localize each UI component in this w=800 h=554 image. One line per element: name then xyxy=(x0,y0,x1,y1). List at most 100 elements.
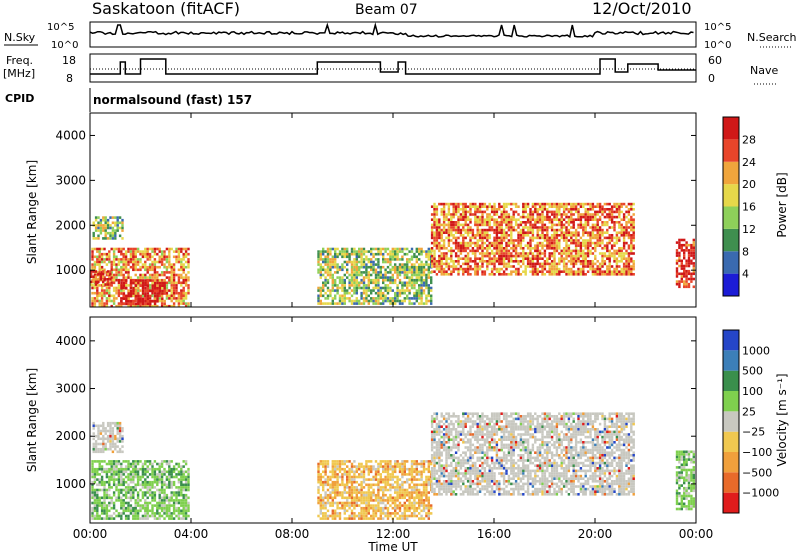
data-cell xyxy=(543,228,547,232)
data-cell xyxy=(534,273,537,276)
data-cell xyxy=(615,215,619,219)
data-cell xyxy=(502,236,506,240)
data-cell xyxy=(156,289,159,293)
data-cell xyxy=(365,514,368,518)
data-cell xyxy=(382,512,385,515)
data-cell xyxy=(187,496,190,500)
data-cell xyxy=(137,281,140,285)
data-cell xyxy=(384,465,387,468)
data-cell xyxy=(110,514,113,518)
data-cell xyxy=(127,276,130,279)
data-cell xyxy=(336,506,339,510)
data-cell xyxy=(158,470,161,474)
data-cell xyxy=(534,249,537,253)
data-cell xyxy=(370,278,373,282)
data-cell xyxy=(94,278,98,281)
data-cell xyxy=(144,304,147,308)
data-cell xyxy=(324,291,327,295)
data-cell xyxy=(367,284,370,287)
data-cell xyxy=(137,297,140,300)
data-cell xyxy=(151,512,154,515)
data-cell xyxy=(112,278,116,282)
data-cell xyxy=(606,267,609,271)
data-cell xyxy=(422,263,426,266)
data-cell xyxy=(534,221,537,224)
data-cell xyxy=(91,506,94,510)
data-cell xyxy=(430,205,434,208)
data-cell xyxy=(120,304,123,308)
data-cell xyxy=(427,268,430,272)
data-cell xyxy=(144,517,147,520)
data-cell xyxy=(500,218,503,221)
data-cell xyxy=(622,265,626,268)
data-cell xyxy=(401,486,404,489)
data-cell xyxy=(495,252,499,255)
data-cell xyxy=(478,260,482,263)
data-cell xyxy=(184,302,188,305)
data-cell xyxy=(519,239,523,242)
data-cell xyxy=(396,491,399,494)
data-cell xyxy=(500,262,503,266)
data-cell xyxy=(334,271,337,274)
data-cell xyxy=(524,208,527,211)
data-cell xyxy=(319,268,322,272)
data-cell xyxy=(495,208,499,211)
data-cell xyxy=(389,297,392,300)
data-cell xyxy=(343,512,346,515)
data-cell xyxy=(151,491,154,494)
data-cell xyxy=(389,460,392,463)
data-cell xyxy=(365,493,368,497)
data-cell xyxy=(430,270,434,273)
data-cell xyxy=(396,255,399,259)
data-cell xyxy=(341,268,344,272)
data-cell xyxy=(111,237,115,240)
data-cell xyxy=(116,427,119,430)
data-cell xyxy=(565,254,568,258)
data-cell xyxy=(452,228,455,232)
data-cell xyxy=(445,231,448,234)
data-cell xyxy=(608,252,611,255)
data-cell xyxy=(507,213,511,216)
data-cell xyxy=(555,205,559,208)
data-cell xyxy=(476,226,479,229)
data-cell xyxy=(326,273,330,277)
data-cell xyxy=(124,276,128,279)
data-cell xyxy=(146,289,150,293)
data-cell xyxy=(606,221,609,224)
data-cell xyxy=(425,284,428,287)
data-cell xyxy=(377,265,380,269)
data-cell xyxy=(526,231,530,234)
data-cell xyxy=(582,213,585,216)
data-cell xyxy=(165,499,169,502)
data-cell xyxy=(184,504,188,507)
data-cell xyxy=(362,263,366,266)
data-cell xyxy=(319,478,322,481)
data-cell xyxy=(685,259,688,263)
data-cell xyxy=(594,273,597,276)
data-cell xyxy=(457,205,460,208)
data-cell xyxy=(608,267,611,271)
data-cell xyxy=(182,255,185,259)
data-cell xyxy=(124,467,128,471)
data-cell xyxy=(184,488,188,492)
data-cell xyxy=(546,231,549,234)
data-cell xyxy=(627,208,631,211)
data-cell xyxy=(372,247,375,251)
data-cell xyxy=(562,267,566,271)
data-cell xyxy=(675,267,679,270)
data-cell xyxy=(114,434,117,438)
data-cell xyxy=(153,496,157,500)
data-cell xyxy=(386,284,390,287)
data-cell xyxy=(440,234,443,237)
data-cell xyxy=(560,236,563,240)
data-cell xyxy=(584,241,587,245)
data-cell xyxy=(370,514,373,518)
data-cell xyxy=(493,273,496,276)
data-cell xyxy=(522,202,525,206)
data-cell xyxy=(510,257,513,260)
data-cell xyxy=(97,434,100,438)
data-cell xyxy=(116,224,119,227)
data-cell xyxy=(348,491,351,494)
data-cell xyxy=(326,258,330,261)
data-cell xyxy=(536,257,539,260)
